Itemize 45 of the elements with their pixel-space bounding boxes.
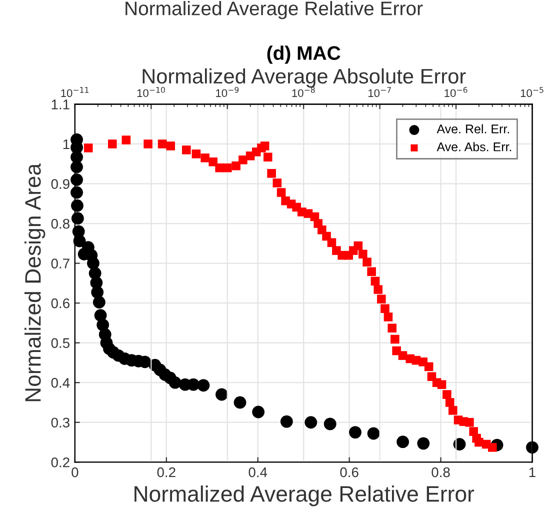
point <box>349 426 362 439</box>
x-tick-label: 0.8 <box>432 467 450 478</box>
x-tick-label: 0.4 <box>248 467 268 478</box>
y-tick-label: 0.5 <box>51 338 70 348</box>
x2-tick-label: 10$^{−11}$ <box>61 87 88 98</box>
point <box>70 174 83 186</box>
point <box>216 388 228 401</box>
y-tick-label: 1 <box>63 139 70 149</box>
point <box>280 415 293 428</box>
x2-tick-label: 10$^{−7}$ <box>368 87 391 98</box>
point <box>92 296 106 308</box>
point <box>367 427 380 440</box>
y-tick-label: 0.3 <box>51 418 70 428</box>
x-tick-label: 1 <box>529 468 536 478</box>
x-tick-label: 0.6 <box>340 467 358 478</box>
legend-label: Ave. Rel. Err. <box>436 124 509 134</box>
point <box>71 212 84 225</box>
point <box>304 416 318 429</box>
x2-tick-label: 10$^{−5}$ <box>520 87 544 98</box>
x-tick-label: 0 <box>72 467 78 478</box>
point <box>234 396 246 409</box>
y-tick-label: 0.2 <box>51 457 70 468</box>
x-tick-label: 0.2 <box>157 467 176 478</box>
legend-label: Ave. Abs. Err. <box>436 142 512 152</box>
x-axis-title: Normalized Average Relative Error <box>134 485 474 506</box>
point <box>252 406 265 418</box>
y-tick-label: 0.7 <box>51 258 70 268</box>
text: Normalized Average Relative Error <box>126 1 423 20</box>
y-tick-label: 0.8 <box>51 218 70 229</box>
x2-tick-label: 10$^{−10}$ <box>137 86 165 98</box>
point <box>168 376 182 389</box>
x2-tick-label: 10$^{−9}$ <box>216 86 239 98</box>
chart-title: (d) MAC <box>267 46 340 64</box>
y-tick-label: 1.1 <box>52 100 70 110</box>
point <box>197 379 210 392</box>
y-tick-label: 0.9 <box>51 179 70 189</box>
y-tick-label: 0.4 <box>51 378 70 388</box>
y-tick-label: 0.6 <box>51 298 70 308</box>
x2-axis-title: Normalized Average Absolute Error <box>142 68 466 88</box>
point <box>324 418 336 430</box>
point <box>417 437 430 450</box>
x2-tick-label: 10$^{−6}$ <box>444 86 468 98</box>
y-axis-title: Normalized Design Area <box>24 163 46 402</box>
point <box>396 436 410 448</box>
x2-tick-label: 10$^{−8}$ <box>292 86 315 98</box>
